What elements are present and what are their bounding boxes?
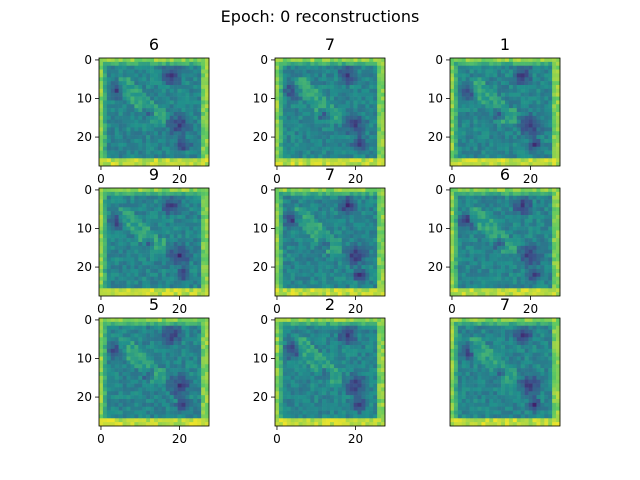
x-tick-label: 0 [97,302,105,316]
y-tick-label: 10 [428,92,443,106]
axes-frame [449,317,561,427]
subplot-title: 7 [500,295,510,314]
y-tick-label: 0 [435,183,443,197]
heatmap-image [99,188,210,297]
y-tick-label: 20 [77,130,92,144]
y-tick-label: 20 [428,130,443,144]
subplot-4: 9 0 10 20 0 20 [77,165,210,316]
y-tick-label: 10 [253,352,268,366]
x-tick-label: 0 [448,302,456,316]
subplot-title: 6 [500,165,510,184]
heatmap-image [99,58,210,167]
x-tick-label: 20 [348,302,363,316]
y-tick-label: 0 [260,183,268,197]
y-tick-label: 0 [260,313,268,327]
heatmap-image [275,318,386,427]
x-tick-label: 0 [97,172,105,186]
y-tick-label: 10 [77,352,92,366]
y-tick-label: 10 [77,222,92,236]
y-tick-label: 20 [253,130,268,144]
subplot-6: 6 0 10 20 0 20 [428,165,561,316]
axes-frame [274,317,386,427]
x-tick-label: 0 [97,432,105,446]
heatmap-image [450,188,561,297]
heatmap-image [99,318,210,427]
subplot-9: 7 [449,295,561,427]
subplot-title: 7 [325,35,335,54]
subplot-title: 6 [149,35,159,54]
x-tick-label: 20 [523,302,538,316]
subplot-1: 6 0 10 20 0 20 [77,35,210,186]
subplot-title: 9 [149,165,159,184]
x-tick-label: 20 [348,172,363,186]
figure-title: Epoch: 0 reconstructions [220,7,420,26]
y-tick-label: 10 [428,222,443,236]
y-tick-label: 0 [84,183,92,197]
subplot-title: 1 [500,35,510,54]
y-tick-label: 20 [77,390,92,404]
x-tick-label: 0 [448,172,456,186]
subplot-title: 5 [149,295,159,314]
x-tick-label: 0 [273,432,281,446]
y-tick-label: 0 [260,53,268,67]
x-tick-label: 20 [348,432,363,446]
heatmap-image [450,58,561,167]
y-tick-label: 10 [253,222,268,236]
subplot-title: 7 [325,165,335,184]
axes-frame [98,187,210,297]
x-tick-label: 20 [172,172,187,186]
axes-frame [449,57,561,167]
y-tick-label: 10 [77,92,92,106]
y-tick-label: 20 [77,260,92,274]
y-tick-label: 0 [435,53,443,67]
heatmap-image [450,318,561,427]
x-tick-label: 0 [273,172,281,186]
x-tick-label: 20 [172,432,187,446]
y-tick-label: 10 [253,92,268,106]
heatmap-image [275,188,386,297]
axes-frame [449,187,561,297]
x-tick-label: 20 [172,302,187,316]
axes-frame [98,57,210,167]
y-tick-label: 0 [84,313,92,327]
x-tick-label: 0 [273,302,281,316]
subplot-2: 7 0 10 20 0 20 [253,35,386,186]
x-tick-label: 20 [523,172,538,186]
subplot-title: 2 [325,295,335,314]
axes-frame [274,187,386,297]
y-tick-label: 20 [253,390,268,404]
y-tick-label: 20 [253,260,268,274]
y-tick-label: 20 [428,260,443,274]
axes-frame [98,317,210,427]
heatmap-image [275,58,386,167]
axes-frame [274,57,386,167]
y-tick-label: 0 [84,53,92,67]
subplot-7: 5 0 10 20 0 20 [77,295,210,446]
